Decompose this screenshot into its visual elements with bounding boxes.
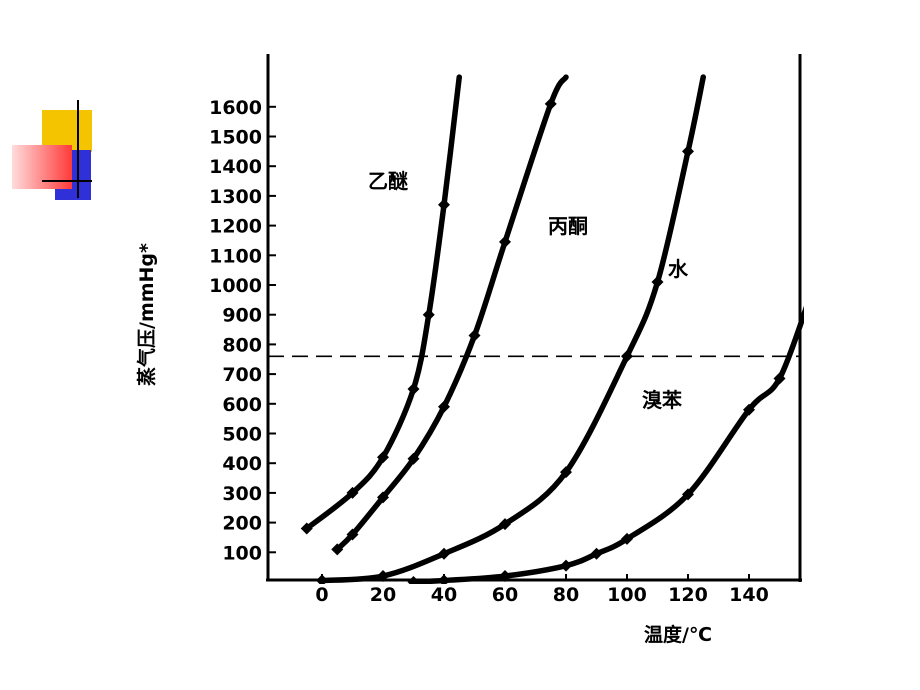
x-axis-label: 温度/℃	[644, 623, 712, 646]
data-point	[804, 291, 816, 303]
data-point	[407, 452, 420, 465]
data-point	[407, 576, 420, 584]
slide-decoration	[12, 100, 92, 200]
series-line	[319, 74, 706, 584]
data-point	[377, 451, 389, 464]
y-axis-label: 蒸气压/mmHg*	[135, 243, 158, 386]
y-tick-label: 1200	[209, 216, 262, 238]
series-line	[334, 74, 569, 553]
data-point	[422, 308, 435, 321]
data-point	[651, 276, 664, 289]
series-layer	[300, 74, 816, 584]
x-tick-label: 80	[553, 584, 579, 606]
data-point	[468, 329, 481, 342]
x-tick-label: 40	[431, 584, 457, 606]
y-tick-label: 1600	[209, 97, 262, 119]
data-point	[499, 518, 511, 531]
data-point	[499, 570, 511, 583]
data-point	[438, 547, 450, 560]
y-tick-label: 100	[222, 542, 262, 564]
y-tick-label: 1300	[209, 186, 262, 208]
data-point	[377, 491, 389, 504]
data-point	[621, 350, 633, 363]
series-label-ether: 乙醚	[368, 169, 408, 193]
data-point	[560, 559, 572, 572]
y-axis-ticks: 100 200 300 400 500 600 700 800 900 1000 1100 1200 1…	[209, 97, 276, 564]
data-point	[544, 97, 557, 110]
series-bromobenzene	[407, 291, 816, 584]
series-label-bromobenzene: 溴苯	[642, 388, 682, 412]
y-tick-label: 1000	[209, 275, 262, 297]
y-tick-label: 400	[222, 453, 262, 475]
y-tick-label: 1500	[209, 127, 262, 149]
data-point	[438, 574, 450, 584]
x-tick-label: 120	[668, 584, 708, 606]
series-label-water: 水	[668, 257, 689, 281]
y-tick-label: 300	[222, 483, 262, 505]
y-tick-label: 1100	[209, 245, 262, 267]
data-point	[499, 235, 511, 248]
data-point	[682, 145, 694, 158]
y-tick-label: 900	[222, 305, 262, 327]
data-point	[438, 198, 450, 211]
y-tick-label: 800	[222, 334, 262, 356]
series-acetone	[331, 74, 569, 556]
data-point	[346, 528, 359, 541]
data-point	[438, 400, 450, 413]
y-tick-label: 500	[222, 424, 262, 446]
y-tick-label: 700	[222, 364, 262, 386]
series-water	[316, 74, 706, 584]
data-point	[377, 570, 389, 583]
data-point	[346, 486, 359, 499]
y-tick-label: 600	[222, 394, 262, 416]
x-tick-label: 20	[370, 584, 396, 606]
data-point	[560, 466, 572, 479]
data-point	[682, 488, 694, 501]
y-tick-label: 1400	[209, 156, 262, 178]
data-point	[331, 543, 344, 556]
data-point	[621, 532, 633, 545]
y-tick-label: 200	[222, 513, 262, 535]
series-label-acetone: 丙酮	[548, 214, 588, 238]
x-tick-label: 60	[492, 584, 518, 606]
series-ether	[300, 74, 462, 535]
data-point	[590, 547, 603, 560]
data-point	[316, 574, 328, 584]
x-tick-label: 0	[315, 584, 328, 606]
x-tick-label: 140	[729, 584, 769, 606]
x-tick-label: 100	[607, 584, 647, 606]
data-point	[773, 372, 786, 385]
data-point	[300, 522, 313, 535]
data-point	[407, 382, 420, 395]
series-line	[410, 305, 804, 584]
data-point	[743, 403, 755, 416]
